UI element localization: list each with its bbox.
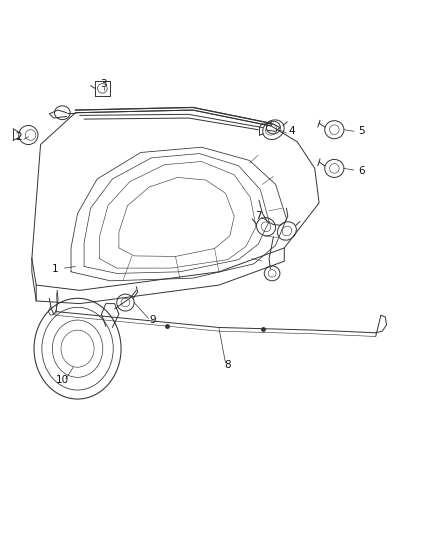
Text: 10: 10 (56, 375, 69, 385)
Text: 4: 4 (289, 126, 295, 136)
Text: 3: 3 (100, 78, 107, 88)
Text: 5: 5 (358, 126, 365, 136)
Text: 2: 2 (15, 132, 22, 142)
Text: 7: 7 (255, 211, 261, 221)
Text: 1: 1 (51, 264, 58, 274)
Text: 6: 6 (358, 166, 365, 176)
Text: 8: 8 (224, 360, 231, 369)
Text: 9: 9 (149, 314, 156, 325)
